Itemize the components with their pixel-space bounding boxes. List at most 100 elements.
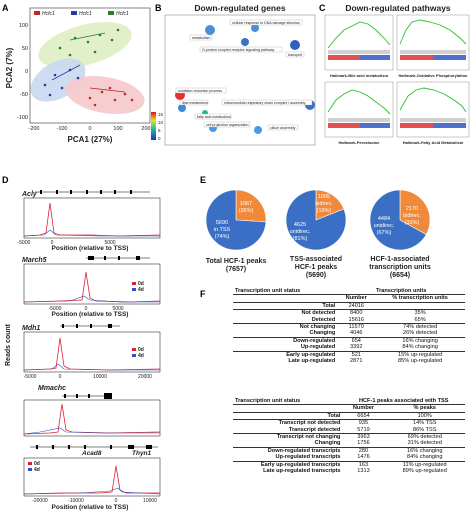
legend-4d-1: 4d bbox=[138, 287, 144, 293]
go-term-fatty-acid: fatty acid metabolism bbox=[197, 115, 231, 119]
pie2-a3: (81%) bbox=[293, 236, 308, 242]
table-row: Transcript not detected 935 14% TSS bbox=[233, 419, 465, 427]
panel-c-title: Down-regulated pathways bbox=[345, 3, 451, 13]
gene-acad8: Acad8 bbox=[81, 450, 102, 457]
table-row: Up-regulated transcripts 1476 84% changing bbox=[275, 454, 443, 461]
gene-mdh1: Mdh1 bbox=[22, 325, 40, 332]
pie2-title3: (5690) bbox=[306, 272, 326, 279]
svg-text:10000: 10000 bbox=[143, 498, 157, 504]
panel-e-letter: E bbox=[200, 175, 206, 185]
arrow-red bbox=[89, 87, 126, 93]
pie2-slice-blue bbox=[285, 189, 347, 251]
svg-text:15: 15 bbox=[158, 112, 164, 117]
pie1-b: 1967 bbox=[240, 201, 252, 207]
pie3-title2: transcription units bbox=[369, 264, 431, 271]
pie1-a3: (74%) bbox=[215, 234, 230, 240]
arrow-blue bbox=[51, 64, 81, 81]
table-row: Changing 4046 26% detected bbox=[309, 330, 438, 337]
svg-text:-5000: -5000 bbox=[18, 240, 31, 246]
svg-text:5000: 5000 bbox=[104, 240, 115, 246]
table-row: Late up-regulated 2871 85% up-regulated bbox=[288, 358, 443, 365]
go-colorbar: 15 10 5 0 bbox=[151, 112, 164, 141]
panel-c-letter: C bbox=[319, 3, 326, 13]
table-row: Early up-regulated transcripts 163 11% up-… bbox=[233, 460, 465, 469]
svg-text:5000: 5000 bbox=[112, 306, 123, 312]
svg-text:0: 0 bbox=[59, 374, 62, 380]
table-row: Late up-regulated transcripts 1313 89% up-… bbox=[263, 468, 447, 475]
table-row: Not changing 11570 74% detected bbox=[233, 323, 465, 331]
pie1-slice-blue bbox=[205, 189, 267, 251]
gsea-title-4: Hallmark-Fatty Acid Metabolism bbox=[403, 140, 464, 145]
t1-h1: Transcription unit status bbox=[233, 288, 338, 296]
go-bubble-map: metabolism cellular response to DNA dama… bbox=[164, 14, 316, 146]
cluster-green bbox=[38, 22, 132, 68]
pca-legend-1: Hcfc1 bbox=[42, 11, 55, 17]
pie1-title2: (7657) bbox=[226, 266, 246, 273]
gsea-title-3: Hallmark-Peroxisome bbox=[339, 140, 381, 145]
legend-0d-3: 0d bbox=[34, 461, 40, 467]
chip-ylabel: Reads count bbox=[5, 323, 12, 366]
table-row: Down-regulated 654 16% changing bbox=[233, 336, 465, 345]
gene-thyn1: Thyn1 bbox=[132, 450, 152, 457]
go-term-mito: mitochondrial respiratory chain complex … bbox=[224, 101, 306, 105]
panel-f-letter: F bbox=[200, 289, 206, 299]
svg-text:20000: 20000 bbox=[138, 374, 152, 380]
track2-xlabel: Position (relative to TSS) bbox=[52, 311, 129, 318]
svg-text:-10000: -10000 bbox=[68, 498, 84, 504]
pca-xlabel: PCA1 (27%) bbox=[68, 135, 113, 144]
go-term-oxidation: oxidation-reduction process bbox=[178, 89, 222, 93]
table-row: Changing 1756 31% detected bbox=[314, 440, 442, 447]
go-term-dna-damage: cellular response to DNA damage stimulus bbox=[232, 21, 300, 25]
pca-legend-3: Hcfc1 bbox=[116, 11, 129, 17]
svg-text:0: 0 bbox=[158, 136, 161, 141]
svg-text:0: 0 bbox=[115, 498, 118, 504]
t2-h2: HCF-1 peaks associated with TSS bbox=[342, 398, 465, 406]
table-row: Total 24016 bbox=[322, 302, 365, 309]
pie3-b3: (33%) bbox=[405, 220, 420, 226]
svg-text:-50: -50 bbox=[20, 92, 28, 98]
go-term-cell-projection: cell projection organization bbox=[206, 123, 249, 127]
pie3-b: 2170 bbox=[406, 206, 418, 212]
panel-b-title: Down-regulated genes bbox=[194, 3, 285, 13]
pie2-b3: (19%) bbox=[317, 208, 332, 214]
gene-mmachc: Mmachc bbox=[38, 385, 66, 392]
pie1-slice-orange bbox=[235, 189, 267, 223]
table-row: Total 6654 100% bbox=[327, 412, 432, 419]
track1-xlabel: Position (relative to TSS) bbox=[52, 245, 129, 252]
gene-acly: Acly bbox=[21, 191, 38, 198]
hcf1-peaks-table: Transcription unit status HCF-1 peaks as… bbox=[233, 398, 465, 474]
svg-text:10: 10 bbox=[158, 120, 164, 125]
transcription-units-table: Transcription unit status Transcription … bbox=[233, 288, 465, 364]
t2-s2: % peaks bbox=[384, 404, 465, 413]
pie3-title1: HCF-1-associated bbox=[370, 256, 429, 263]
legend-4d-3: 4d bbox=[34, 467, 40, 473]
svg-text:50: 50 bbox=[22, 46, 28, 52]
t2-h1: Transcription unit status bbox=[233, 398, 343, 406]
t1-h2: Transcription units bbox=[337, 288, 465, 296]
pie2-title1: TSS-associated bbox=[290, 256, 342, 263]
track5-xlabel: Position (relative to TSS) bbox=[52, 504, 129, 511]
chip-tracks: Acly -5000 0 5000 Position (relative to … bbox=[18, 190, 161, 511]
pca-plot: Hcfc1 Hcfc1 Hcfc1 bbox=[29, 7, 151, 124]
svg-text:0: 0 bbox=[25, 69, 28, 75]
pca-legend-2: Hcfc1 bbox=[79, 11, 92, 17]
legend-4d-2: 4d bbox=[138, 353, 144, 359]
pie2-title2: HCF-1 peaks bbox=[295, 264, 338, 271]
pie3-a2: unidirec. bbox=[374, 223, 395, 229]
panel-d-letter: D bbox=[2, 175, 9, 185]
svg-text:0: 0 bbox=[88, 126, 91, 132]
gsea-plots: Hallmark-Bile acid metabolism Hallmark-O… bbox=[324, 14, 470, 145]
svg-text:0: 0 bbox=[51, 240, 54, 246]
table-row: Not detected 8400 35% bbox=[233, 309, 465, 317]
go-term-metabolism: metabolism bbox=[192, 36, 210, 40]
svg-text:-100: -100 bbox=[56, 126, 67, 132]
pie-charts bbox=[205, 189, 431, 251]
t1-s2: % transcription units bbox=[375, 294, 465, 303]
pie1-title1: Total HCF-1 peaks bbox=[206, 258, 267, 265]
panel-a-letter: A bbox=[2, 3, 9, 13]
gene-march5: March5 bbox=[22, 257, 47, 264]
pca-ylabel: PCA2 (7%) bbox=[5, 47, 14, 88]
pie-labels: 5690 in TSS (74%) 1967 (26%) Total HCF-1… bbox=[206, 194, 431, 279]
table-row: Down-regulated transcripts 280 16% changin… bbox=[233, 446, 465, 455]
